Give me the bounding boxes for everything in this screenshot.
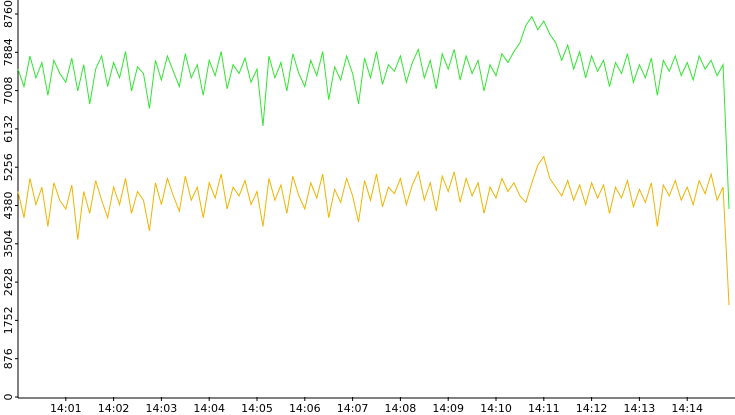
y-tick-label: 2628 [2, 268, 15, 296]
y-tick-label: 0 [2, 394, 15, 401]
x-tick-label: 14:14 [671, 402, 703, 415]
x-tick-label: 14:08 [385, 402, 417, 415]
x-tick-label: 14:03 [146, 402, 178, 415]
y-tick-label: 4380 [2, 192, 15, 220]
x-tick-label: 14:01 [50, 402, 82, 415]
y-tick-label: 6132 [2, 115, 15, 143]
x-tick-label: 14:09 [432, 402, 464, 415]
y-tick-label: 7884 [2, 38, 15, 66]
x-tick-label: 14:06 [289, 402, 321, 415]
y-tick-label: 3504 [2, 230, 15, 258]
x-tick-label: 14:07 [337, 402, 369, 415]
y-tick-label: 5256 [2, 153, 15, 181]
x-tick-label: 14:04 [193, 402, 225, 415]
x-tick-label: 14:05 [241, 402, 273, 415]
y-tick-label: 1752 [2, 306, 15, 334]
y-tick-label: 7008 [2, 77, 15, 105]
x-tick-label: 14:11 [528, 402, 560, 415]
x-tick-label: 14:02 [98, 402, 130, 415]
line-series [17, 15, 730, 210]
y-tick-label: 876 [2, 348, 15, 369]
x-tick-label: 14:13 [624, 402, 656, 415]
x-tick-label: 14:12 [576, 402, 608, 415]
x-tick-label: 14:10 [480, 402, 512, 415]
line-series [17, 155, 730, 306]
y-tick-label: 8760 [2, 0, 15, 28]
